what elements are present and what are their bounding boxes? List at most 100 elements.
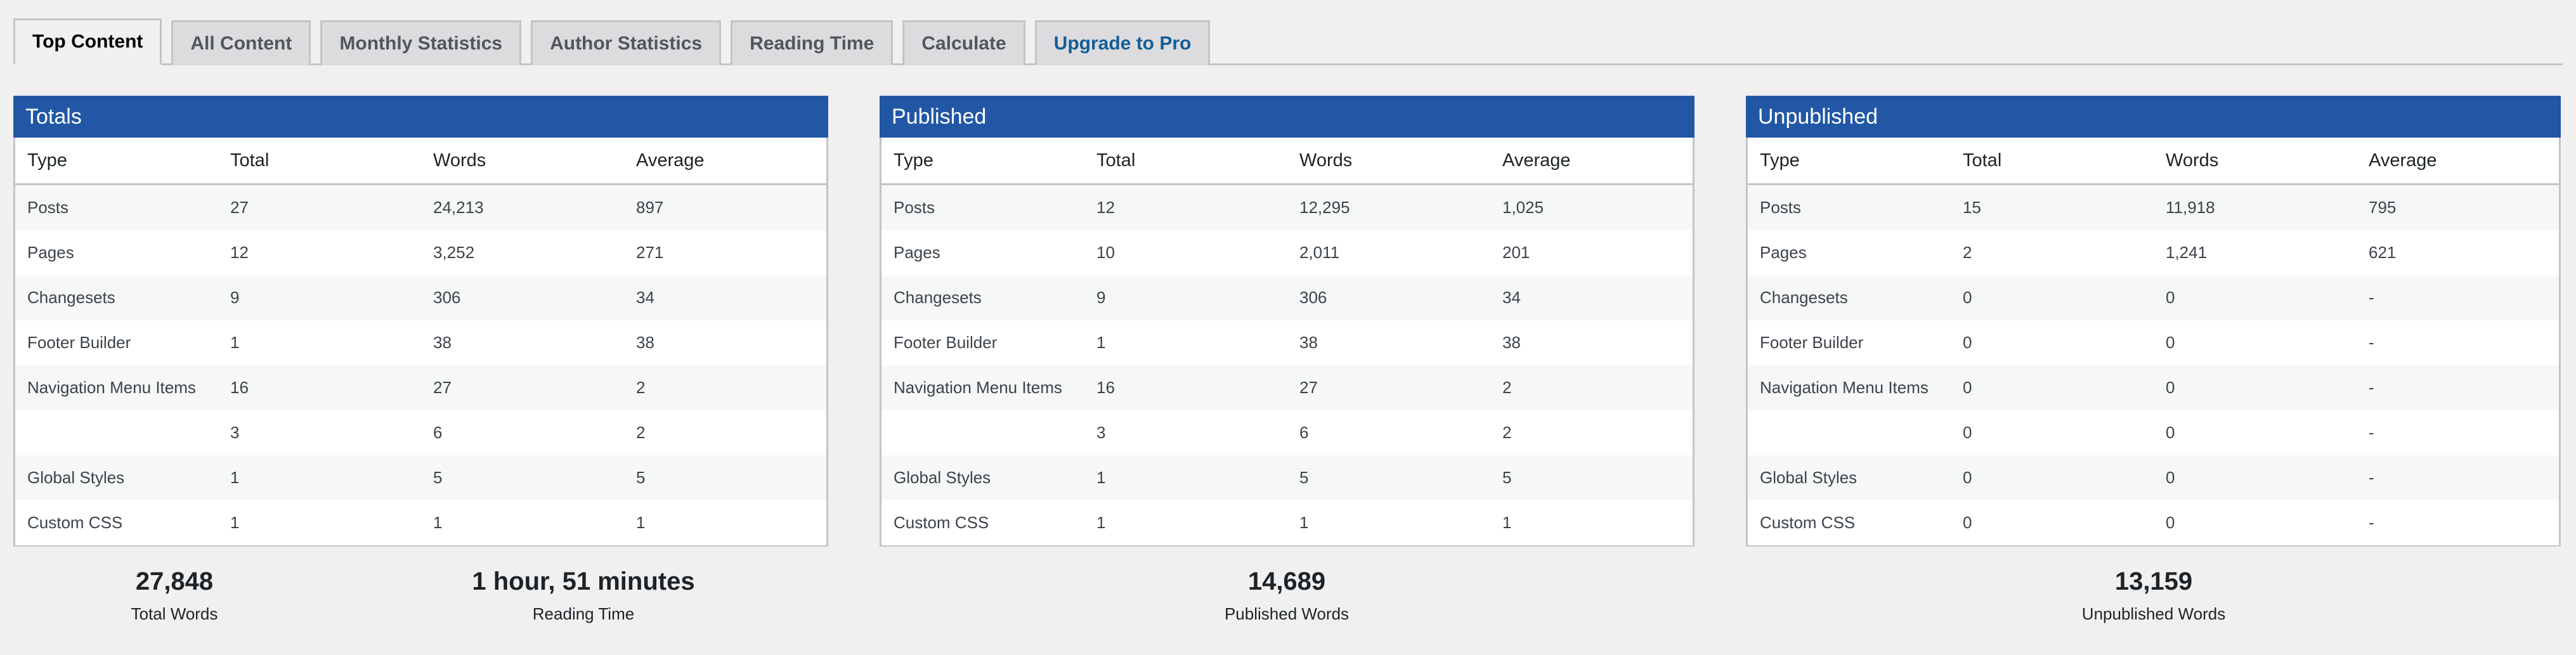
column-header: Total <box>218 138 421 185</box>
table-cell: - <box>2357 320 2559 365</box>
table-cell: 0 <box>1951 410 2154 455</box>
table-cell: 34 <box>1490 275 1693 320</box>
column-header: Average <box>624 138 826 185</box>
table-cell: 34 <box>624 275 826 320</box>
table-cell: Custom CSS <box>1748 500 1951 545</box>
table-cell: 1,025 <box>1490 184 1693 230</box>
table-cell: 2 <box>1490 410 1693 455</box>
panel-title: Published <box>880 96 1695 138</box>
table-cell: Global Styles <box>881 455 1084 500</box>
tab-bar: Top Content All Content Monthly Statisti… <box>13 18 2563 65</box>
column-header: Average <box>1490 138 1693 185</box>
tab-calculate[interactable]: Calculate <box>902 20 1025 65</box>
stat-value: 13,159 <box>2114 567 2193 595</box>
table-cell: 27 <box>218 184 421 230</box>
table-row: Posts 12 12,295 1,025 <box>881 184 1693 230</box>
table-row: Footer Builder 0 0- <box>1748 320 2559 365</box>
table-cell: 16 <box>1084 365 1287 410</box>
table-cell: 38 <box>1287 320 1490 365</box>
tab-author-statistics[interactable]: Author Statistics <box>531 20 722 65</box>
table-cell: 6 <box>421 410 624 455</box>
stat-label: Published Words <box>1224 604 1350 623</box>
table-row: Pages 10 2,011 201 <box>881 230 1693 275</box>
table-cell: Posts <box>881 184 1084 230</box>
panel-totals: Totals Type Total Words Average Posts 27 24,213… <box>13 96 828 547</box>
table-cell: 0 <box>1951 500 2154 545</box>
table-row: Footer Builder 1 38 38 <box>881 320 1693 365</box>
table-cell: 201 <box>1490 230 1693 275</box>
tab-reading-time[interactable]: Reading Time <box>731 20 894 65</box>
table-cell: 1 <box>218 455 421 500</box>
table-cell: Custom CSS <box>15 500 218 545</box>
table-cell: 1 <box>218 500 421 545</box>
stats-table: Type Total Words Average Posts 27 24,213 897 Pag… <box>15 138 826 545</box>
table-cell: 1 <box>1490 500 1693 545</box>
table-cell: 1 <box>421 500 624 545</box>
table-row: Pages 2 1,241 621 <box>1748 230 2559 275</box>
table-row: Changesets 0 0- <box>1748 275 2559 320</box>
table-cell: 5 <box>421 455 624 500</box>
upgrade-link[interactable]: Upgrade to Pro <box>1053 33 1192 54</box>
column-header: Type <box>15 138 218 185</box>
table-cell: Footer Builder <box>1748 320 1951 365</box>
table-cell: - <box>2357 365 2559 410</box>
table-cell: 9 <box>1084 275 1287 320</box>
table-cell: 621 <box>2357 230 2559 275</box>
table-cell: 16 <box>218 365 421 410</box>
table-cell: Global Styles <box>1748 455 1951 500</box>
table-cell: 3 <box>218 410 421 455</box>
table-cell: Posts <box>1748 184 1951 230</box>
panel-published: Published Type Total Words Average Posts 12 12,… <box>880 96 1695 547</box>
panel-title: Unpublished <box>1746 96 2561 138</box>
table-cell: 1 <box>624 500 826 545</box>
table-cell: 38 <box>1490 320 1693 365</box>
panel-title: Totals <box>13 96 828 138</box>
table-cell: 0 <box>2154 500 2357 545</box>
table-row: Navigation Menu Items 16 27 2 <box>15 365 826 410</box>
table-cell: Footer Builder <box>15 320 218 365</box>
tab-upgrade-to-pro[interactable]: Upgrade to Pro <box>1034 20 1211 65</box>
table-cell: 271 <box>624 230 826 275</box>
column-header: Average <box>2357 138 2559 185</box>
table-row: Changesets 9 306 34 <box>881 275 1693 320</box>
table-cell: 897 <box>624 184 826 230</box>
tab-top-content[interactable]: Top Content <box>13 18 162 65</box>
table-row: Global Styles 0 0- <box>1748 455 2559 500</box>
table-row: Changesets 9 306 34 <box>15 275 826 320</box>
column-header: Words <box>1287 138 1490 185</box>
tab-all-content[interactable]: All Content <box>171 20 311 65</box>
column-header: Total <box>1084 138 1287 185</box>
table-cell <box>15 410 218 455</box>
table-cell: Pages <box>15 230 218 275</box>
table-cell: 1 <box>1084 500 1287 545</box>
table-cell: 12 <box>218 230 421 275</box>
table-cell: 306 <box>1287 275 1490 320</box>
table-cell: - <box>2357 410 2559 455</box>
table-cell: Navigation Menu Items <box>1748 365 1951 410</box>
table-cell: 5 <box>624 455 826 500</box>
table-cell: 2 <box>1951 230 2154 275</box>
table-cell: - <box>2357 455 2559 500</box>
table-cell: 0 <box>1951 365 2154 410</box>
table-row: Footer Builder 1 38 38 <box>15 320 826 365</box>
table-cell: Pages <box>881 230 1084 275</box>
table-row: Navigation Menu Items 0 0- <box>1748 365 2559 410</box>
table-row: Posts 15 11,918 795 <box>1748 184 2559 230</box>
stat-value: 14,689 <box>1247 567 1326 595</box>
table-cell: 2 <box>624 365 826 410</box>
stat-label: Total Words <box>131 604 218 623</box>
table-cell: Navigation Menu Items <box>881 365 1084 410</box>
table-cell: 2 <box>1490 365 1693 410</box>
table-cell: 2,011 <box>1287 230 1490 275</box>
table-cell: Changesets <box>1748 275 1951 320</box>
table-cell: 3,252 <box>421 230 624 275</box>
table-cell: 9 <box>218 275 421 320</box>
table-row: Posts 27 24,213 897 <box>15 184 826 230</box>
column-header: Type <box>1748 138 1951 185</box>
table-cell: 0 <box>1951 275 2154 320</box>
table-header-row: Type Total Words Average <box>15 138 826 185</box>
tab-monthly-statistics[interactable]: Monthly Statistics <box>320 20 522 65</box>
table-row: Global Styles 1 5 5 <box>881 455 1693 500</box>
table-row: Global Styles 1 5 5 <box>15 455 826 500</box>
